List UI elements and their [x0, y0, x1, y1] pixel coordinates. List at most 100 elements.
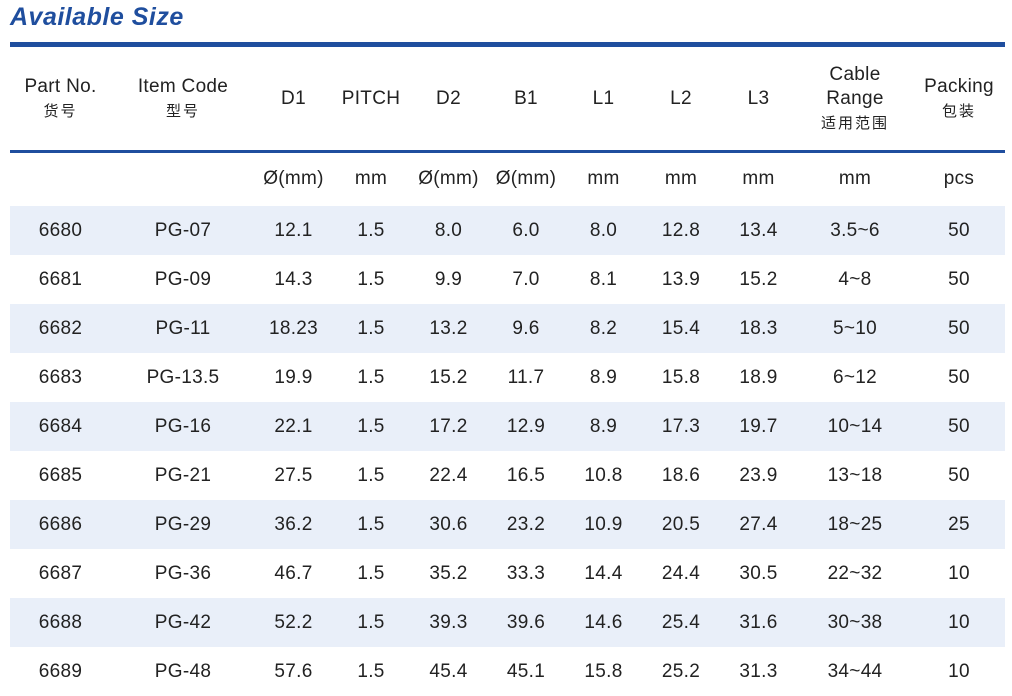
table-cell: PG-16 [111, 402, 255, 451]
table-cell: 10 [948, 562, 970, 584]
table-cell: 18~25 [797, 500, 913, 549]
table-cell: 50 [913, 304, 1005, 353]
table-cell: 8.9 [589, 366, 618, 388]
table-cell: 18.23 [255, 304, 332, 353]
table-cell: 12.1 [255, 206, 332, 255]
table-cell: 19.7 [720, 402, 797, 451]
table-cell: 6683 [38, 366, 83, 388]
table-cell: 20.5 [642, 500, 720, 549]
table-cell: 45.1 [506, 660, 546, 682]
table-cell: 6686 [10, 500, 111, 549]
table-cell: 3.5~6 [797, 206, 913, 255]
table-cell: 1.5 [357, 562, 385, 584]
table-cell: PG-13.5 [146, 366, 220, 388]
table-cell: 1.5 [357, 660, 385, 682]
title-divider [10, 42, 1005, 47]
table-cell: 36.2 [255, 500, 332, 549]
unit-cell: pcs [943, 168, 975, 189]
table-cell: PG-29 [111, 500, 255, 549]
table-cell: 50 [948, 464, 970, 486]
unit-cell: mm [838, 168, 872, 189]
table-cell: 1.5 [357, 268, 385, 290]
unit-cell: mm [742, 168, 775, 189]
table-cell: 24.4 [661, 562, 701, 584]
table-cell: 18.9 [739, 366, 778, 388]
table-row: 6689 PG-48 57.6 1.5 45.4 45.1 15.8 25.2 31.3 34~4… [10, 647, 1005, 696]
unit-cell: mm [664, 168, 698, 189]
header-l3: L3 [747, 87, 770, 109]
table-cell: 1.5 [357, 464, 385, 486]
table-cell: 6688 [10, 598, 111, 647]
table-cell: PG-42 [111, 598, 255, 647]
table-row: 6681 PG-09 14.3 1.5 9.9 7.0 8.1 13.9 15.2 4~8 50 [10, 255, 1005, 304]
table-cell: 12.8 [642, 206, 720, 255]
table-cell: 14.3 [274, 268, 313, 290]
table-cell: 22~32 [827, 562, 883, 584]
header-l2: L2 [670, 87, 692, 109]
table-cell: 15.2 [739, 268, 778, 290]
unit-cell [111, 150, 255, 206]
table-cell: 30.6 [410, 500, 487, 549]
header-cable-range: Cable Range 适用范围 [820, 63, 889, 132]
table-cell: 50 [913, 402, 1005, 451]
header-packing: Packing 包装 [924, 75, 994, 120]
table-row: 6680 PG-07 12.1 1.5 8.0 6.0 8.0 12.8 13.4 3.5~6 50 [10, 206, 1005, 255]
table-cell: 15.4 [642, 304, 720, 353]
table-cell: 18.6 [661, 464, 701, 486]
table-cell: 13~18 [827, 464, 883, 486]
table-cell: 30~38 [797, 598, 913, 647]
units-row: Ø(mm) mm Ø(mm) Ø(mm) mm mm mm mm pcs [10, 150, 1005, 206]
table-cell: 6680 [10, 206, 111, 255]
header-d2: D2 [436, 87, 461, 109]
table-cell: 6682 [10, 304, 111, 353]
table-cell: PG-07 [111, 206, 255, 255]
table-cell: 13.9 [661, 268, 701, 290]
table-cell: 17.3 [642, 402, 720, 451]
unit-cell [10, 150, 111, 206]
table-cell: 9.6 [487, 304, 565, 353]
table-row: 6685 PG-21 27.5 1.5 22.4 16.5 10.8 18.6 23.9 13~1… [10, 451, 1005, 500]
table-cell: 16.5 [506, 464, 546, 486]
table-cell: 22.1 [255, 402, 332, 451]
table-cell: 25.4 [642, 598, 720, 647]
table-cell: 25 [913, 500, 1005, 549]
table-cell: 7.0 [512, 268, 540, 290]
unit-cell: Ø(mm) [495, 168, 557, 189]
header-item-code: Item Code 型号 [137, 75, 229, 120]
table-cell: 15.8 [661, 366, 701, 388]
unit-cell: Ø(mm) [418, 168, 479, 189]
table-row: 6684 PG-16 22.1 1.5 17.2 12.9 8.9 17.3 19.7 10~14… [10, 402, 1005, 451]
table-cell: 1.5 [357, 366, 385, 388]
table-cell: 14.6 [565, 598, 642, 647]
size-table: Part No. 货号 Item Code 型号 D1 PITCH D2 B1 L1… [10, 47, 1005, 696]
table-cell: 57.6 [274, 660, 313, 682]
table-cell: 39.3 [410, 598, 487, 647]
table-cell: 45.4 [429, 660, 468, 682]
table-row: 6688 PG-42 52.2 1.5 39.3 39.6 14.6 25.4 31.6 30~3… [10, 598, 1005, 647]
header-pitch: PITCH [341, 87, 401, 109]
table-cell: 27.5 [274, 464, 313, 486]
table-cell: 52.2 [255, 598, 332, 647]
table-cell: 15.8 [584, 660, 623, 682]
table-cell: 6687 [38, 562, 83, 584]
table-cell: 1.5 [332, 598, 410, 647]
table-cell: 10~14 [797, 402, 913, 451]
header-d1: D1 [281, 87, 306, 109]
table-cell: 17.2 [410, 402, 487, 451]
unit-cell: Ø(mm) [263, 168, 324, 189]
table-cell: 33.3 [506, 562, 546, 584]
table-cell: 8.9 [565, 402, 642, 451]
table-cell: 30.5 [739, 562, 778, 584]
table-cell: 25.2 [661, 660, 701, 682]
table-cell: PG-09 [154, 268, 212, 290]
table-cell: 8.2 [565, 304, 642, 353]
table-cell: 31.3 [739, 660, 778, 682]
table-cell: 10.9 [565, 500, 642, 549]
table-cell: 8.1 [589, 268, 618, 290]
table-cell: 19.9 [274, 366, 313, 388]
header-b1: B1 [514, 87, 538, 109]
table-cell: 6.0 [487, 206, 565, 255]
table-cell: 13.2 [410, 304, 487, 353]
table-cell: 6684 [10, 402, 111, 451]
table-cell: 1.5 [332, 402, 410, 451]
